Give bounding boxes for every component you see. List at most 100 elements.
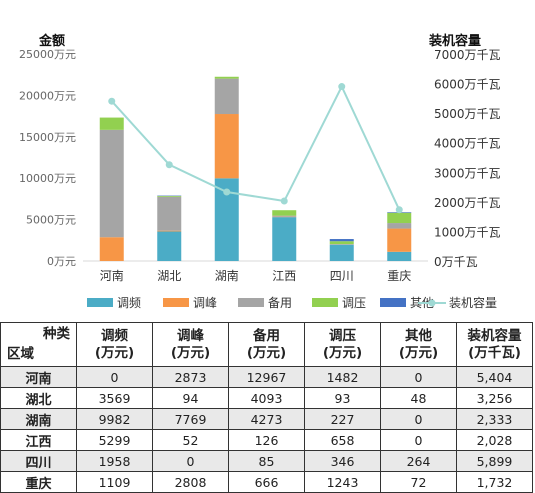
table-cell: 52 — [153, 430, 229, 451]
legend-swatch — [380, 298, 406, 307]
legend-label: 备用 — [268, 296, 292, 310]
right-tick-label: 3000万千瓦 — [434, 166, 501, 180]
bar-segment — [387, 223, 411, 229]
bar-segment — [272, 216, 296, 217]
bar-segment — [157, 231, 181, 261]
column-header-reserve: 备用(万元) — [229, 323, 305, 367]
left-tick-label: 5000万元 — [26, 214, 76, 227]
bar-segment — [215, 77, 239, 79]
left-tick-label: 0万元 — [47, 255, 76, 268]
table-cell: 4273 — [229, 409, 305, 430]
table-cell: 48 — [381, 388, 457, 409]
table-cell: 5,404 — [457, 367, 533, 388]
capacity-point — [108, 98, 115, 105]
x-tick-label: 湖北 — [157, 268, 181, 283]
bar-segment — [272, 217, 296, 261]
table-cell: 7769 — [153, 409, 229, 430]
legend-swatch — [312, 298, 338, 307]
x-tick-label: 重庆 — [387, 269, 411, 283]
table-header-row: 种类 区域 调频(万元) 调峰(万元) 备用(万元) 调压(万元) 其他(万元)… — [1, 323, 533, 367]
table-cell: 1958 — [77, 451, 153, 472]
column-unit: (万元) — [77, 345, 152, 362]
column-header-voltage: 调压(万元) — [305, 323, 381, 367]
table-cell: 93 — [305, 388, 381, 409]
column-name: 装机容量 — [468, 328, 522, 344]
bar-segment — [330, 239, 354, 241]
left-tick-label: 15000万元 — [19, 131, 76, 144]
bar-segment — [387, 213, 411, 223]
left-tick-label: 10000万元 — [19, 172, 76, 185]
table-cell: 227 — [305, 409, 381, 430]
table-cell: 85 — [229, 451, 305, 472]
legend-label: 调峰 — [193, 296, 217, 310]
x-tick-label: 江西 — [272, 269, 296, 283]
bar-segment — [387, 229, 411, 252]
table-corner-header: 种类 区域 — [1, 323, 77, 367]
table-cell: 1482 — [305, 367, 381, 388]
row-region: 重庆 — [1, 472, 77, 493]
table-cell: 0 — [381, 409, 457, 430]
right-tick-label: 5000万千瓦 — [434, 107, 501, 121]
table-cell: 9982 — [77, 409, 153, 430]
column-unit: (万元) — [381, 345, 456, 362]
right-tick-label: 0万千瓦 — [434, 255, 478, 269]
x-tick-label: 河南 — [100, 268, 124, 283]
table-cell: 658 — [305, 430, 381, 451]
column-name: 调频 — [101, 328, 128, 344]
legend-label: 装机容量 — [449, 295, 497, 310]
table-cell: 0 — [77, 367, 153, 388]
legend-swatch — [238, 298, 264, 307]
capacity-point — [396, 206, 403, 213]
bar-segment — [387, 252, 411, 261]
bar-segment — [330, 241, 354, 244]
bar-segment — [330, 245, 354, 261]
table-cell: 3569 — [77, 388, 153, 409]
bar-segment — [215, 79, 239, 114]
table-cell: 1,732 — [457, 472, 533, 493]
table-cell: 5299 — [77, 430, 153, 451]
column-name: 调压 — [329, 328, 356, 344]
table-cell: 346 — [305, 451, 381, 472]
table-cell: 5,899 — [457, 451, 533, 472]
capacity-point — [338, 83, 345, 90]
left-tick-label: 25000万元 — [19, 48, 76, 61]
table-row: 河南 0 2873 12967 1482 0 5,404 — [1, 367, 533, 388]
table-cell: 126 — [229, 430, 305, 451]
row-region: 湖南 — [1, 409, 77, 430]
right-tick-label: 4000万千瓦 — [434, 137, 501, 151]
bar-segment — [157, 196, 181, 197]
corner-region-label: 区域 — [7, 346, 34, 363]
right-axis-title: 装机容量 — [428, 33, 481, 49]
legend-label: 调频 — [117, 296, 141, 310]
capacity-point — [166, 161, 173, 168]
table-cell: 3,256 — [457, 388, 533, 409]
table-cell: 12967 — [229, 367, 305, 388]
x-tick-label: 四川 — [330, 269, 354, 283]
table-cell: 264 — [381, 451, 457, 472]
left-tick-label: 20000万元 — [19, 89, 76, 102]
left-axis-title: 金额 — [38, 33, 65, 49]
column-name: 其他 — [405, 328, 432, 344]
capacity-point — [281, 198, 288, 205]
bar-segment — [215, 114, 239, 178]
bar-segment — [272, 210, 296, 215]
bar-segment — [100, 118, 124, 130]
table-cell: 2,333 — [457, 409, 533, 430]
table-row: 湖南 9982 7769 4273 227 0 2,333 — [1, 409, 533, 430]
column-unit: (万元) — [153, 345, 228, 362]
bar-segment — [157, 231, 181, 232]
chart: 金额装机容量0万元5000万元10000万元15000万元20000万元2500… — [0, 0, 535, 320]
row-region: 四川 — [1, 451, 77, 472]
table-cell: 72 — [381, 472, 457, 493]
column-unit: (万元) — [229, 345, 304, 362]
right-tick-label: 2000万千瓦 — [434, 196, 501, 210]
bar-segment — [330, 244, 354, 245]
table-cell: 0 — [153, 451, 229, 472]
table-cell: 94 — [153, 388, 229, 409]
column-header-peak: 调峰(万元) — [153, 323, 229, 367]
column-name: 调峰 — [177, 328, 204, 344]
column-unit: (万千瓦) — [457, 345, 532, 362]
table-row: 湖北 3569 94 4093 93 48 3,256 — [1, 388, 533, 409]
capacity-line — [112, 87, 400, 210]
table-cell: 1243 — [305, 472, 381, 493]
